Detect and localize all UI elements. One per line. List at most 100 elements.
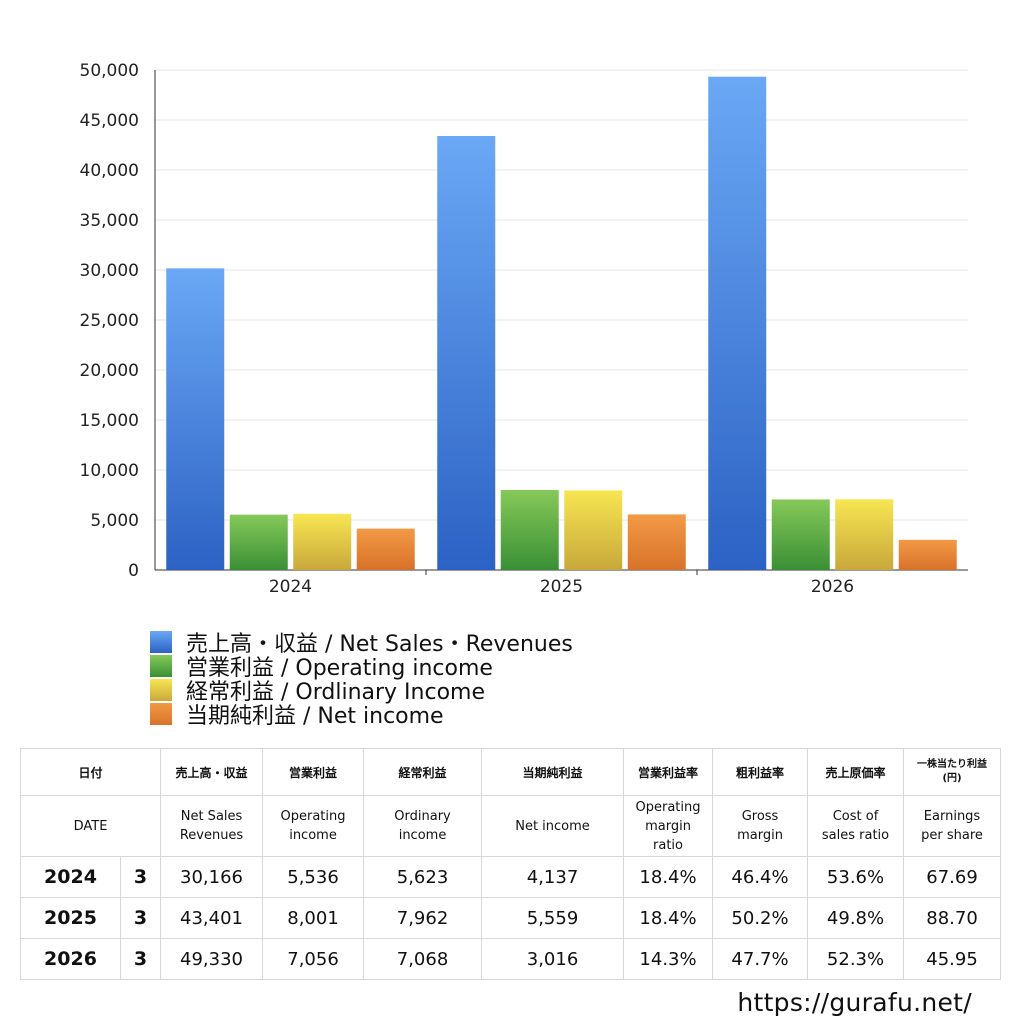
legend-item-sales: 売上高・収益 / Net Sales・Revenues [150, 630, 573, 657]
y-tick-label: 30,000 [80, 261, 139, 281]
bar [564, 490, 623, 570]
y-tick-label: 10,000 [80, 461, 139, 481]
cell-operating: 8,001 [262, 897, 365, 939]
legend-label-operating: 営業利益 / Operating income [186, 656, 493, 681]
y-tick-label: 35,000 [80, 211, 139, 231]
y-tick-label: 0 [128, 561, 139, 581]
legend-swatch-ordinary [150, 679, 172, 701]
cell-month: 3 [119, 938, 162, 980]
legend-label-ordinary: 経常利益 / Ordlinary Income [186, 680, 485, 705]
header-operating-ja: 営業利益 [262, 748, 365, 796]
legend-swatch-operating [150, 655, 172, 677]
header-op-margin-ja: 営業利益率 [623, 748, 714, 796]
table-header-en: DATE Net Sales Revenues Operating income O… [19, 795, 1002, 857]
x-tick-label: 2026 [811, 577, 854, 597]
bar [293, 513, 352, 570]
cell-month: 3 [119, 856, 162, 898]
header-ordinary-ja: 経常利益 [363, 748, 483, 796]
site-url[interactable]: https://gurafu.net/ [737, 988, 972, 1017]
bar [835, 499, 894, 570]
cell-operating: 7,056 [262, 938, 365, 980]
cell-year: 2025 [20, 897, 121, 939]
legend-label-net: 当期純利益 / Net income [186, 704, 444, 729]
header-eps-ja-line1: 一株当たり利益 [917, 759, 988, 770]
cell-sales: 30,166 [160, 856, 264, 898]
header-cost-ratio-ja: 売上原価率 [807, 748, 905, 796]
cell-gross-margin: 50.2% [712, 897, 809, 939]
table-row: 2026 3 49,330 7,056 7,068 3,016 14.3% 47… [20, 938, 1002, 980]
y-tick-label: 50,000 [80, 61, 139, 81]
header-net-ja: 当期純利益 [481, 748, 625, 796]
header-sales-en-line2: Revenues [179, 828, 244, 843]
bar [627, 514, 686, 570]
cell-cost-ratio: 49.8% [807, 897, 905, 939]
cell-net: 3,016 [481, 938, 625, 980]
header-sales-en-line1: Net Sales [180, 809, 243, 824]
header-eps-en: Earnings per share [903, 795, 1002, 857]
header-date-ja: 日付 [19, 748, 162, 796]
header-ordinary-en: Ordinary income [363, 795, 483, 857]
header-gross-margin-en: Gross margin [712, 795, 809, 857]
cell-gross-margin: 46.4% [712, 856, 809, 898]
header-ordinary-en-line2: income [398, 828, 447, 843]
header-cost-ratio-en-line2: sales ratio [821, 828, 890, 843]
chart-legend: 売上高・収益 / Net Sales・Revenues 営業利益 / Opera… [150, 630, 573, 729]
header-cost-ratio-en-line1: Cost of [832, 809, 879, 824]
cell-op-margin: 14.3% [623, 938, 714, 980]
header-ordinary-en-line1: Ordinary [394, 809, 451, 824]
cell-ordinary: 7,068 [363, 938, 483, 980]
legend-item-operating: 営業利益 / Operating income [150, 654, 573, 681]
header-operating-en: Operating income [262, 795, 365, 857]
bar [437, 135, 496, 571]
header-gross-margin-en-line1: Gross [741, 809, 779, 824]
y-tick-label: 25,000 [80, 311, 139, 331]
legend-label-sales: 売上高・収益 / Net Sales・Revenues [186, 632, 573, 657]
cell-ordinary: 7,962 [363, 897, 483, 939]
cell-op-margin: 18.4% [623, 897, 714, 939]
header-operating-en-line1: Operating [280, 809, 346, 824]
bar [356, 528, 415, 570]
cell-eps: 88.70 [903, 897, 1002, 939]
legend-swatch-sales [150, 631, 172, 653]
header-eps-en-line1: Earnings [923, 809, 981, 824]
bar [166, 268, 225, 570]
cell-sales: 49,330 [160, 938, 264, 980]
bar [229, 514, 288, 570]
bar [771, 499, 830, 570]
cell-net: 5,559 [481, 897, 625, 939]
legend-swatch-net [150, 703, 172, 725]
x-tick-label: 2025 [540, 577, 583, 597]
cell-operating: 5,536 [262, 856, 365, 898]
header-op-margin-en-line1: Operating [635, 799, 701, 815]
header-eps-ja-line2: (円) [942, 773, 962, 784]
header-op-margin-en-line2: margin [645, 818, 691, 834]
x-tick-label: 2024 [269, 577, 312, 597]
table-header-ja: 日付 売上高・収益 営業利益 経常利益 当期純利益 営業利益率 粗利益率 売上原… [19, 748, 1002, 796]
financial-data-table: 日付 売上高・収益 営業利益 経常利益 当期純利益 営業利益率 粗利益率 売上原… [19, 748, 1002, 980]
y-tick-label: 5,000 [90, 511, 139, 531]
bar [898, 539, 957, 570]
cell-eps: 67.69 [903, 856, 1002, 898]
bar [500, 489, 559, 570]
header-eps-en-line2: per share [921, 828, 983, 843]
cell-op-margin: 18.4% [623, 856, 714, 898]
header-date-en: DATE [19, 795, 162, 857]
header-sales-ja: 売上高・収益 [160, 748, 264, 796]
cell-sales: 43,401 [160, 897, 264, 939]
header-net-en: Net income [481, 795, 625, 857]
bar-chart: 0 5,000 10,000 15,000 20,000 25,000 30,000 35,0… [80, 61, 968, 597]
y-tick-label: 20,000 [80, 361, 139, 381]
cell-year: 2024 [20, 856, 121, 898]
bar [708, 76, 767, 570]
header-op-margin-en-line3: ratio [653, 837, 683, 853]
header-gross-margin-en-line2: margin [737, 828, 783, 843]
cell-month: 3 [119, 897, 162, 939]
cell-year: 2026 [20, 938, 121, 980]
header-sales-en: Net Sales Revenues [160, 795, 264, 857]
y-tick-label: 40,000 [80, 161, 139, 181]
header-gross-margin-ja: 粗利益率 [712, 748, 809, 796]
legend-item-net: 当期純利益 / Net income [150, 702, 573, 729]
table-row: 2024 3 30,166 5,536 5,623 4,137 18.4% 46… [20, 856, 1002, 898]
header-cost-ratio-en: Cost of sales ratio [807, 795, 905, 857]
table-row: 2025 3 43,401 8,001 7,962 5,559 18.4% 50… [20, 897, 1002, 939]
